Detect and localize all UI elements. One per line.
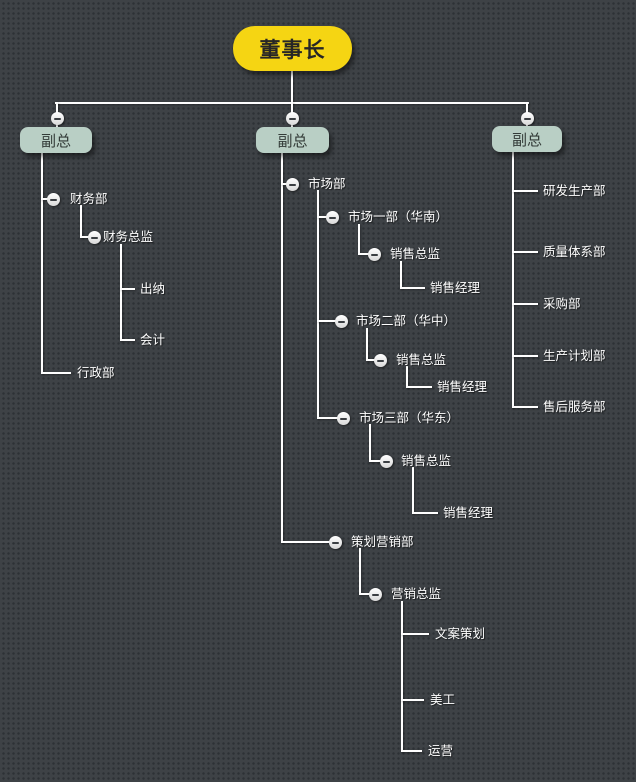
connector-line xyxy=(80,236,95,238)
root-node-chairman[interactable]: 董事长 xyxy=(233,26,352,71)
minus-glyph xyxy=(371,253,378,256)
connector-line xyxy=(41,152,43,374)
connector-line xyxy=(120,339,135,341)
connector-line xyxy=(358,253,372,255)
topic-admin-dept[interactable]: 行政部 xyxy=(77,366,115,380)
connector-line xyxy=(281,541,330,543)
topic-sales-manager-1[interactable]: 销售经理 xyxy=(430,281,481,295)
connector-line xyxy=(120,244,122,341)
connector-line xyxy=(358,224,360,255)
minus-glyph xyxy=(329,216,336,219)
vp-node-right[interactable]: 副总 xyxy=(492,126,562,152)
connector-line xyxy=(512,152,514,408)
connector-line xyxy=(317,320,336,322)
topic-quality-system[interactable]: 质量体系部 xyxy=(543,245,606,259)
topic-market-3-east[interactable]: 市场三部（华东） xyxy=(359,411,460,425)
collapse-icon[interactable] xyxy=(51,112,64,125)
topic-market-dept[interactable]: 市场部 xyxy=(308,177,346,191)
connector-line xyxy=(369,424,371,462)
topic-sales-director-2[interactable]: 销售总监 xyxy=(396,353,447,367)
topic-purchasing[interactable]: 采购部 xyxy=(543,297,581,311)
connector-line xyxy=(512,190,538,192)
collapse-icon[interactable] xyxy=(368,248,381,261)
connector-line xyxy=(401,750,422,752)
minus-glyph xyxy=(383,460,390,463)
minus-glyph xyxy=(338,320,345,323)
collapse-icon[interactable] xyxy=(286,112,299,125)
minus-glyph xyxy=(91,236,98,239)
topic-production-plan[interactable]: 生产计划部 xyxy=(543,349,606,363)
topic-cashier[interactable]: 出纳 xyxy=(140,282,166,296)
collapse-icon[interactable] xyxy=(337,412,350,425)
connector-line xyxy=(359,548,361,595)
collapse-icon[interactable] xyxy=(47,193,60,206)
topic-sales-director-1[interactable]: 销售总监 xyxy=(390,247,441,261)
connector-line xyxy=(401,601,403,752)
connector-line xyxy=(512,251,538,253)
connector-line xyxy=(317,190,319,419)
minus-glyph xyxy=(54,117,61,120)
topic-marketing-director[interactable]: 营销总监 xyxy=(391,587,442,601)
collapse-icon[interactable] xyxy=(380,455,393,468)
minus-glyph xyxy=(372,593,379,596)
topic-sales-manager-2[interactable]: 销售经理 xyxy=(437,380,488,394)
connector-line xyxy=(401,633,429,635)
collapse-icon[interactable] xyxy=(88,231,101,244)
topic-market-1-south[interactable]: 市场一部（华南） xyxy=(348,210,449,224)
connector-line xyxy=(412,512,438,514)
topic-sales-manager-3[interactable]: 销售经理 xyxy=(443,506,494,520)
connector-line xyxy=(41,372,71,374)
collapse-icon[interactable] xyxy=(374,354,387,367)
connector-line xyxy=(406,386,432,388)
minus-glyph xyxy=(332,541,339,544)
topic-art-design[interactable]: 美工 xyxy=(430,693,456,707)
connector-line xyxy=(317,417,338,419)
minus-glyph xyxy=(50,198,57,201)
minus-glyph xyxy=(289,117,296,120)
topic-accountant[interactable]: 会计 xyxy=(140,333,166,347)
vp-node-left[interactable]: 副总 xyxy=(20,127,92,153)
collapse-icon[interactable] xyxy=(286,178,299,191)
connector-line xyxy=(366,328,368,361)
connector-line xyxy=(80,205,82,238)
collapse-icon[interactable] xyxy=(326,211,339,224)
minus-glyph xyxy=(340,417,347,420)
connector-line xyxy=(366,359,378,361)
topic-operations[interactable]: 运营 xyxy=(428,744,454,758)
topic-market-2-central[interactable]: 市场二部（华中） xyxy=(356,314,457,328)
vp-node-middle[interactable]: 副总 xyxy=(256,127,329,153)
minus-glyph xyxy=(377,359,384,362)
topic-sales-director-3[interactable]: 销售总监 xyxy=(401,454,452,468)
topic-after-sales[interactable]: 售后服务部 xyxy=(543,400,606,414)
connector-line xyxy=(406,366,408,388)
connector-line xyxy=(120,288,135,290)
connector-line xyxy=(401,699,424,701)
connector-line xyxy=(359,593,372,595)
connector-line xyxy=(512,303,538,305)
collapse-icon[interactable] xyxy=(335,315,348,328)
connector-line xyxy=(400,261,402,289)
topic-finance-dept[interactable]: 财务部 xyxy=(70,192,108,206)
connector-line xyxy=(512,406,538,408)
connector-line xyxy=(369,460,383,462)
topic-finance-director[interactable]: 财务总监 xyxy=(103,230,154,244)
collapse-icon[interactable] xyxy=(369,588,382,601)
connector-line xyxy=(412,467,414,514)
collapse-icon[interactable] xyxy=(521,112,534,125)
topic-rd-production[interactable]: 研发生产部 xyxy=(543,184,606,198)
topic-copywriting[interactable]: 文案策划 xyxy=(435,627,486,641)
minus-glyph xyxy=(524,117,531,120)
connector-line xyxy=(400,287,425,289)
collapse-icon[interactable] xyxy=(329,536,342,549)
connector-line xyxy=(512,355,538,357)
connector-line xyxy=(317,216,327,218)
connector-line xyxy=(291,70,293,103)
topic-planning-dept[interactable]: 策划营销部 xyxy=(351,535,414,549)
connector-line xyxy=(281,153,283,543)
minus-glyph xyxy=(289,183,296,186)
